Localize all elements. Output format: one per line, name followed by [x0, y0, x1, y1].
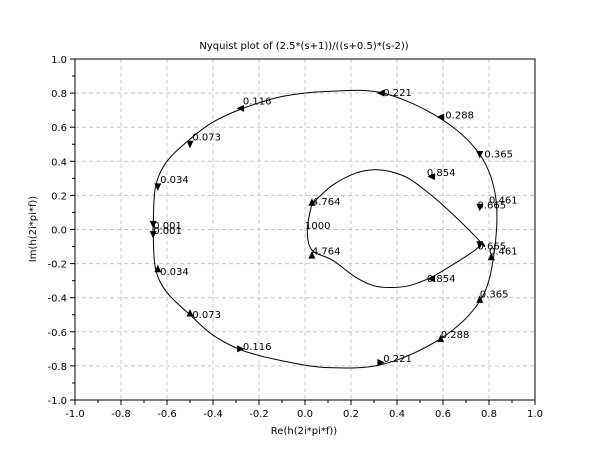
- frequency-label: 0.034: [160, 175, 189, 186]
- x-tick-label: 0.8: [481, 409, 497, 420]
- frequency-label: 1000: [305, 221, 330, 232]
- direction-arrow: [237, 345, 245, 353]
- direction-arrow: [149, 231, 157, 239]
- direction-arrow: [437, 334, 445, 343]
- frequency-label: 0.034: [160, 267, 189, 278]
- x-tick-label: 0.4: [389, 409, 405, 420]
- frequency-label: 0.461: [489, 196, 518, 207]
- direction-arrow: [308, 251, 316, 259]
- direction-arrow: [476, 151, 484, 159]
- direction-arrow: [377, 359, 385, 366]
- frequency-label: 0.288: [441, 330, 470, 341]
- y-tick-label: -0.8: [47, 362, 67, 373]
- direction-arrow: [149, 220, 157, 229]
- y-axis-label: Im(h(2i*pi*f)): [28, 196, 39, 263]
- x-tick-label: 0.2: [343, 409, 359, 420]
- frequency-label: 4.764: [312, 247, 341, 258]
- direction-arrow: [154, 183, 162, 191]
- frequency-label: 0.116: [243, 97, 272, 108]
- y-tick-label: -1.0: [47, 396, 67, 407]
- y-tick-label: 0.2: [51, 191, 67, 202]
- y-tick-label: 0.0: [51, 226, 67, 237]
- frequency-label: 0.665: [478, 201, 507, 212]
- chart-title: Nyquist plot of (2.5*(s+1))/((s+0.5)*(s-…: [199, 41, 408, 52]
- frequency-label: 0.365: [484, 150, 513, 161]
- frequency-label: 0.221: [383, 88, 412, 99]
- frequency-label: 0.288: [445, 110, 474, 121]
- y-tick-label: 0.6: [51, 123, 67, 134]
- frequency-label: 4.764: [312, 197, 341, 208]
- x-tick-label: 0.0: [297, 409, 313, 420]
- axis-ticks: -1.0 -0.8 -0.6 -0.4 -0.2 0.0 0.2 0.4 0.6 0.8 1.0 -1…: [47, 55, 542, 420]
- x-tick-label: -0.2: [249, 409, 269, 420]
- direction-arrow: [308, 198, 316, 206]
- direction-arrow: [186, 140, 194, 149]
- y-tick-label: -0.2: [47, 260, 67, 271]
- x-tick-label: -1.0: [65, 409, 85, 420]
- direction-arrows: [149, 89, 495, 366]
- frequency-label: 0.001: [153, 221, 182, 232]
- x-tick-label: -0.8: [111, 409, 131, 420]
- direction-arrow: [436, 113, 445, 121]
- frequency-label: 0.854: [427, 274, 456, 285]
- frequency-label: 0.221: [383, 354, 412, 365]
- direction-arrow: [376, 89, 385, 97]
- x-tick-label: -0.4: [203, 409, 223, 420]
- x-tick-label: -0.6: [157, 409, 177, 420]
- y-tick-label: 0.4: [51, 157, 67, 168]
- y-tick-label: 0.8: [51, 89, 67, 100]
- frequency-label: 0.365: [480, 289, 509, 300]
- direction-arrow: [236, 104, 245, 112]
- x-tick-label: 0.6: [435, 409, 451, 420]
- outer-loop-curve: [152, 89, 498, 369]
- frequency-label: 0.116: [243, 342, 272, 353]
- direction-arrow: [476, 203, 484, 212]
- direction-arrow: [154, 264, 162, 273]
- frequency-labels: 0.116 0.221 0.288 0.365 0.073 0.034 0.854 4.764…: [153, 88, 517, 365]
- direction-arrow: [476, 241, 484, 249]
- x-tick-label: 1.0: [527, 409, 543, 420]
- frequency-label: 0.073: [192, 132, 221, 143]
- direction-arrow: [427, 173, 435, 181]
- frequency-label: 0.461: [489, 247, 518, 258]
- frequency-label: 0.001: [153, 226, 182, 237]
- direction-arrow: [427, 275, 435, 283]
- frequency-label: 0.854: [427, 168, 456, 179]
- frequency-label: 0.073: [192, 310, 221, 321]
- frequency-label: 0.665: [478, 242, 507, 253]
- y-tick-label: 1.0: [51, 55, 67, 66]
- direction-arrow: [487, 252, 495, 261]
- direction-arrow: [186, 309, 194, 317]
- inner-loop-curve: [306, 169, 486, 288]
- x-axis-label: Re(h(2i*pi*f)): [271, 426, 337, 437]
- grid-lines: [75, 59, 535, 400]
- y-tick-label: -0.6: [47, 328, 67, 339]
- direction-arrow: [476, 295, 484, 303]
- y-tick-label: -0.4: [47, 294, 67, 305]
